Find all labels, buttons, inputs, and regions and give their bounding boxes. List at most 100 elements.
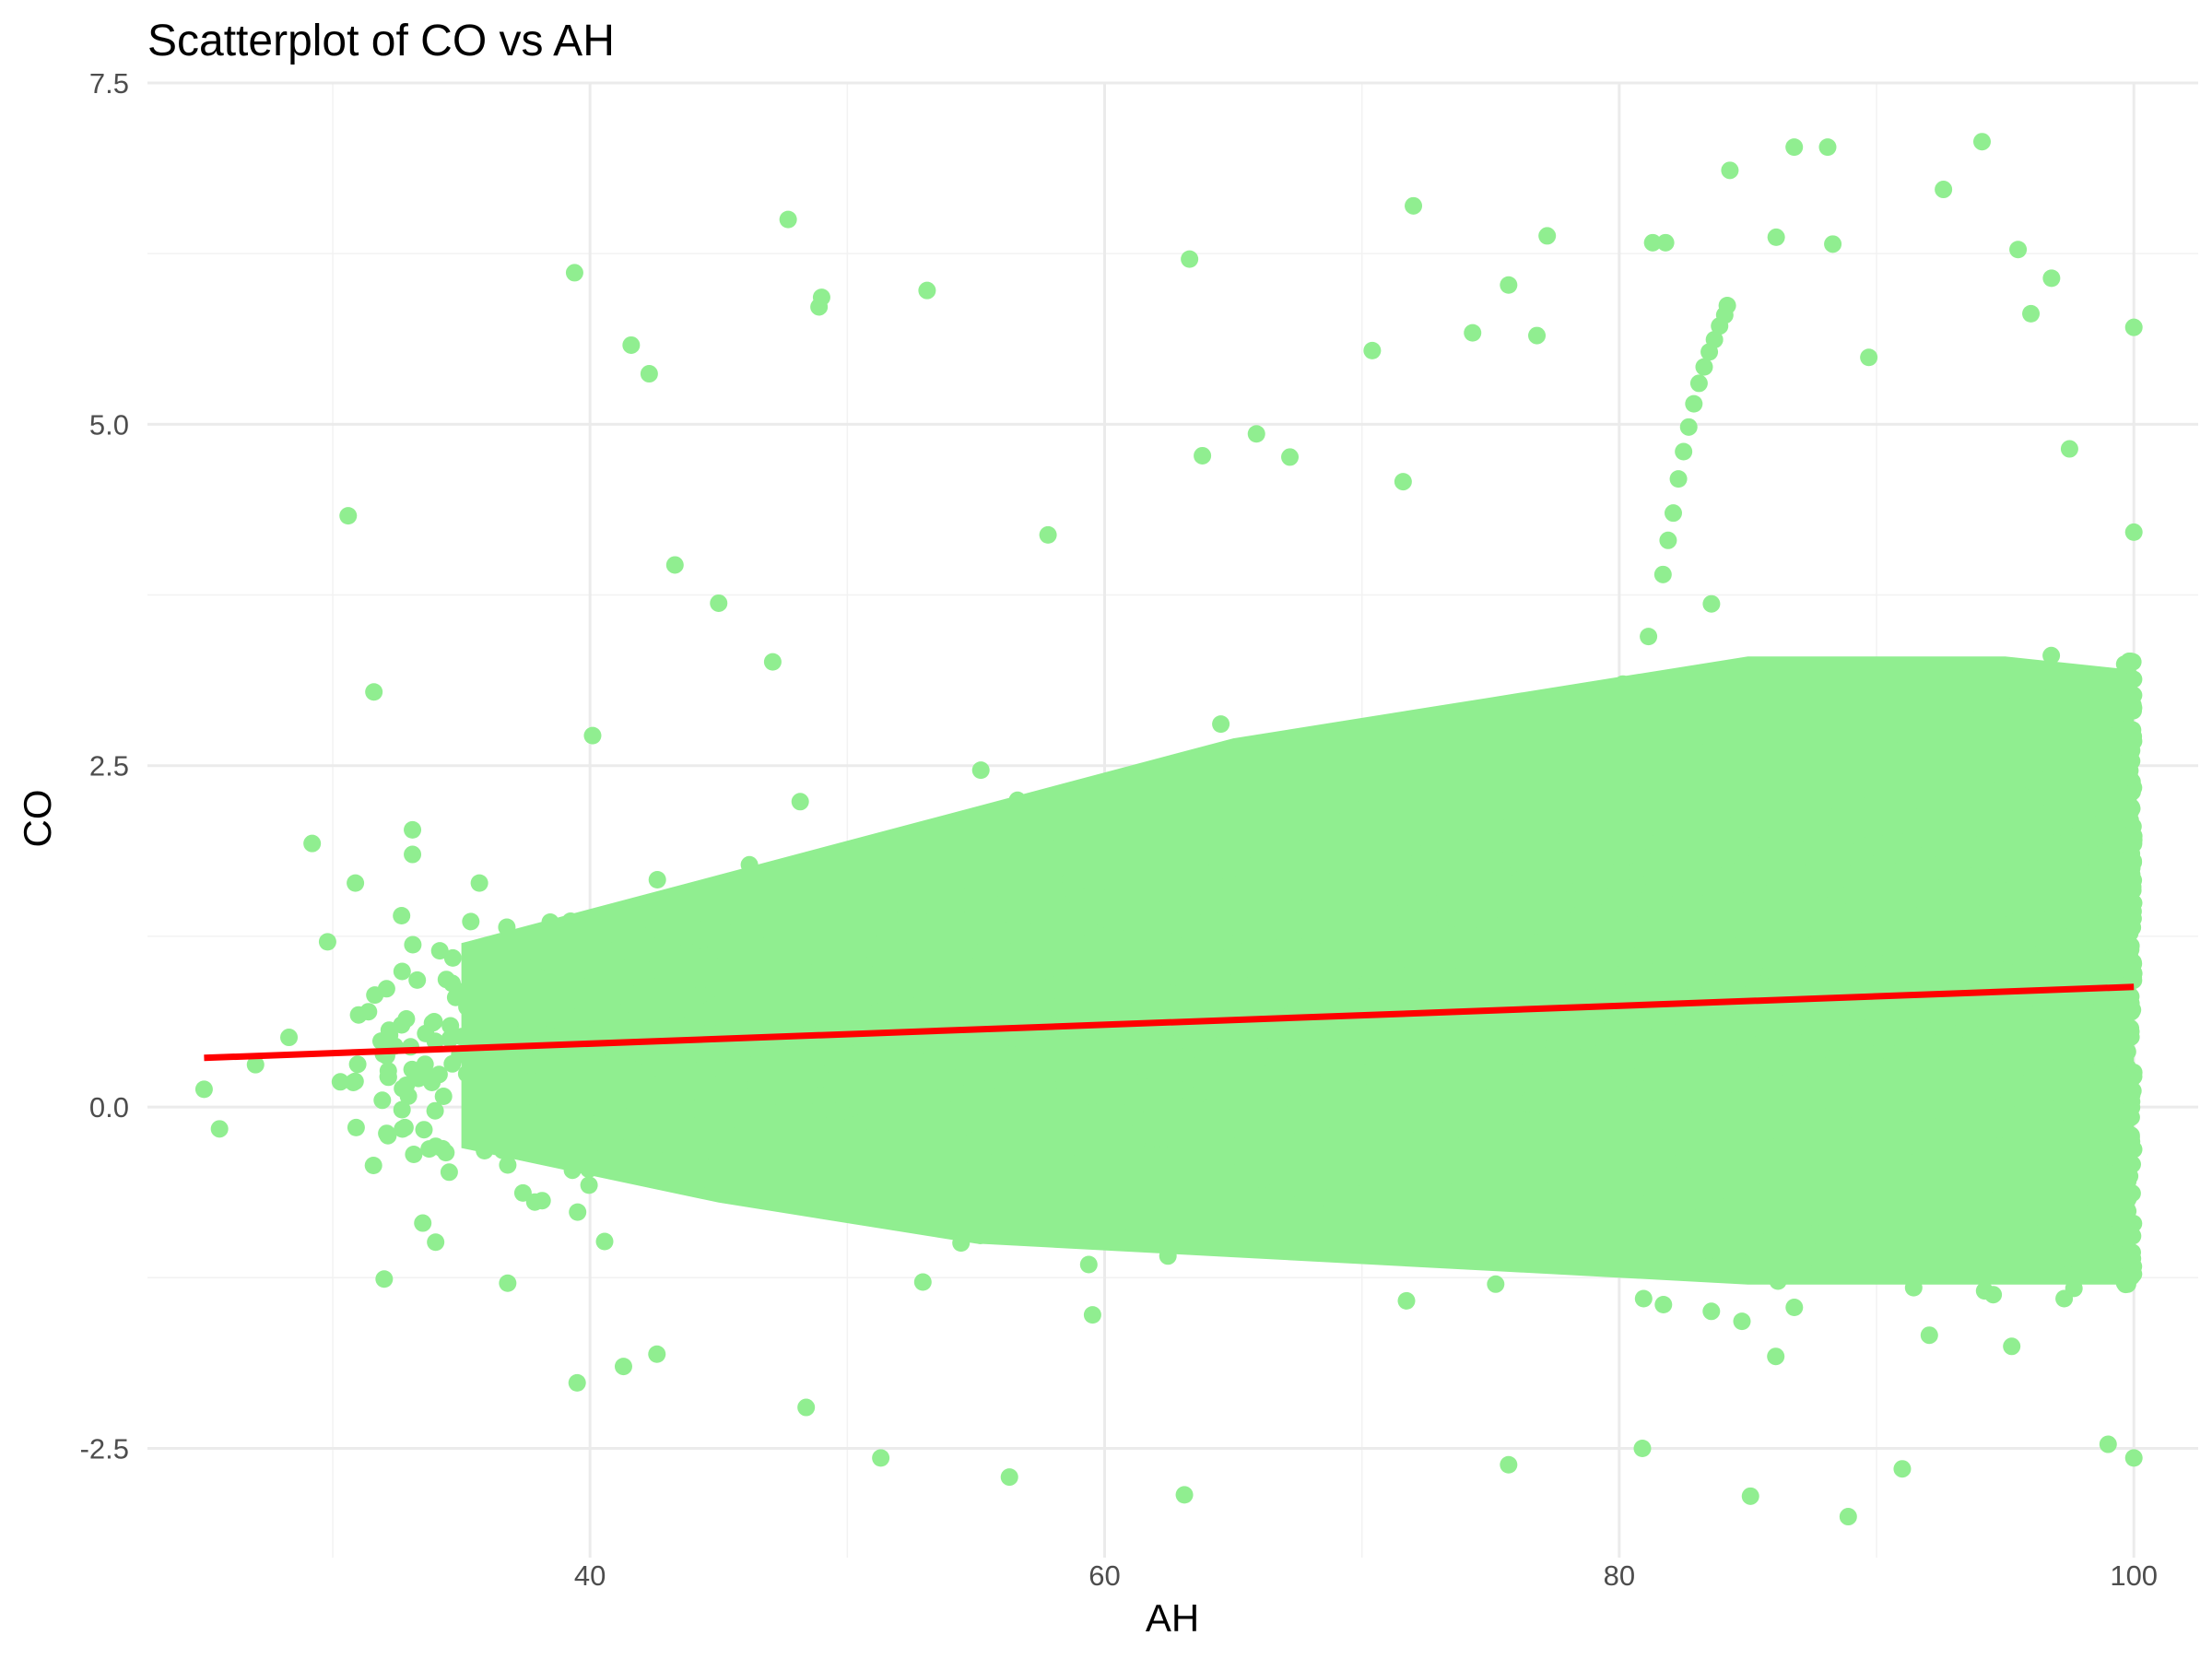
data-point xyxy=(1839,886,1857,904)
data-point xyxy=(2099,1435,2117,1453)
data-point xyxy=(347,1118,365,1136)
data-point xyxy=(1709,1197,1727,1216)
data-point xyxy=(2025,1130,2043,1148)
data-point xyxy=(339,507,358,525)
data-point xyxy=(1822,1088,1841,1106)
data-point xyxy=(1362,1174,1381,1193)
data-point xyxy=(1476,872,1494,890)
data-point xyxy=(1106,1077,1124,1095)
data-point xyxy=(1643,912,1662,930)
data-point xyxy=(1490,917,1509,935)
data-point xyxy=(815,969,833,986)
data-point xyxy=(1753,820,1771,839)
data-point xyxy=(580,1176,598,1194)
data-point xyxy=(950,1111,969,1129)
data-point xyxy=(1424,935,1442,953)
data-point xyxy=(1408,984,1427,1003)
data-point xyxy=(825,942,843,959)
data-point xyxy=(1243,916,1262,935)
data-point xyxy=(1685,971,1703,989)
data-point xyxy=(1531,771,1549,789)
data-point xyxy=(379,1068,397,1087)
data-point xyxy=(2115,860,2134,878)
data-point xyxy=(1926,1056,1945,1075)
data-point xyxy=(1665,800,1683,818)
data-point xyxy=(1315,942,1334,960)
data-point xyxy=(2071,1139,2088,1158)
data-point xyxy=(1685,394,1703,413)
data-point xyxy=(404,845,422,864)
data-point xyxy=(1451,1092,1469,1110)
data-point xyxy=(404,820,422,839)
data-point xyxy=(575,963,594,981)
data-point xyxy=(595,1232,614,1251)
data-point xyxy=(1142,939,1160,958)
data-point xyxy=(1702,594,1721,613)
data-point xyxy=(1669,1131,1687,1149)
data-point xyxy=(641,977,659,995)
data-point xyxy=(1981,1085,1999,1103)
data-point xyxy=(1446,1136,1465,1155)
data-point xyxy=(658,1150,677,1169)
data-point xyxy=(924,1044,942,1063)
data-point xyxy=(1663,1100,1681,1118)
data-point xyxy=(1603,887,1621,905)
data-point xyxy=(348,1055,367,1074)
data-point xyxy=(1753,1239,1771,1257)
data-point xyxy=(1806,1208,1824,1227)
data-point xyxy=(674,1055,692,1074)
data-point xyxy=(1877,833,1896,852)
data-point xyxy=(1820,1107,1838,1125)
data-point xyxy=(758,937,776,956)
data-point xyxy=(1907,969,1925,987)
data-point xyxy=(2007,808,2026,827)
data-point xyxy=(1635,1025,1653,1043)
data-point xyxy=(1481,853,1500,871)
data-point xyxy=(962,1161,981,1180)
data-point xyxy=(964,1194,982,1212)
data-point xyxy=(1318,871,1336,889)
data-point xyxy=(1839,1508,1857,1526)
data-point xyxy=(1346,1079,1364,1098)
data-point xyxy=(1008,791,1027,809)
data-point xyxy=(1334,812,1352,830)
data-point xyxy=(1544,902,1562,921)
data-point xyxy=(1153,849,1171,867)
data-point xyxy=(1794,1123,1813,1141)
data-point xyxy=(1589,903,1607,922)
data-point xyxy=(862,1110,880,1128)
data-point xyxy=(2065,830,2083,849)
data-point xyxy=(1688,1048,1706,1066)
data-point xyxy=(1594,1059,1612,1077)
data-point xyxy=(1325,897,1343,915)
data-point xyxy=(1863,868,1881,887)
data-point xyxy=(414,1214,432,1232)
data-point xyxy=(712,956,731,974)
data-point xyxy=(2100,898,2119,916)
data-point xyxy=(1224,974,1242,993)
data-point xyxy=(1396,1021,1415,1040)
data-point xyxy=(981,900,999,918)
data-point xyxy=(1383,994,1401,1013)
data-point xyxy=(1969,709,1987,727)
data-point xyxy=(476,1142,494,1159)
data-point xyxy=(2124,1064,2143,1081)
data-point xyxy=(1975,903,1994,922)
data-point xyxy=(2041,688,2059,707)
data-point xyxy=(1521,1091,1539,1110)
data-point xyxy=(875,880,893,899)
data-point xyxy=(1972,882,1991,900)
data-point xyxy=(2123,1184,2141,1203)
data-point xyxy=(1968,1189,1985,1207)
data-point xyxy=(1359,941,1378,959)
data-point xyxy=(947,1132,966,1150)
data-point xyxy=(1121,935,1139,953)
data-point xyxy=(533,1025,551,1043)
data-point xyxy=(1626,877,1644,896)
data-point xyxy=(446,988,465,1006)
data-point xyxy=(626,1119,644,1137)
data-point xyxy=(1517,890,1535,909)
data-point xyxy=(913,1273,932,1291)
data-point xyxy=(1428,1231,1445,1250)
data-point xyxy=(1870,1101,1888,1120)
